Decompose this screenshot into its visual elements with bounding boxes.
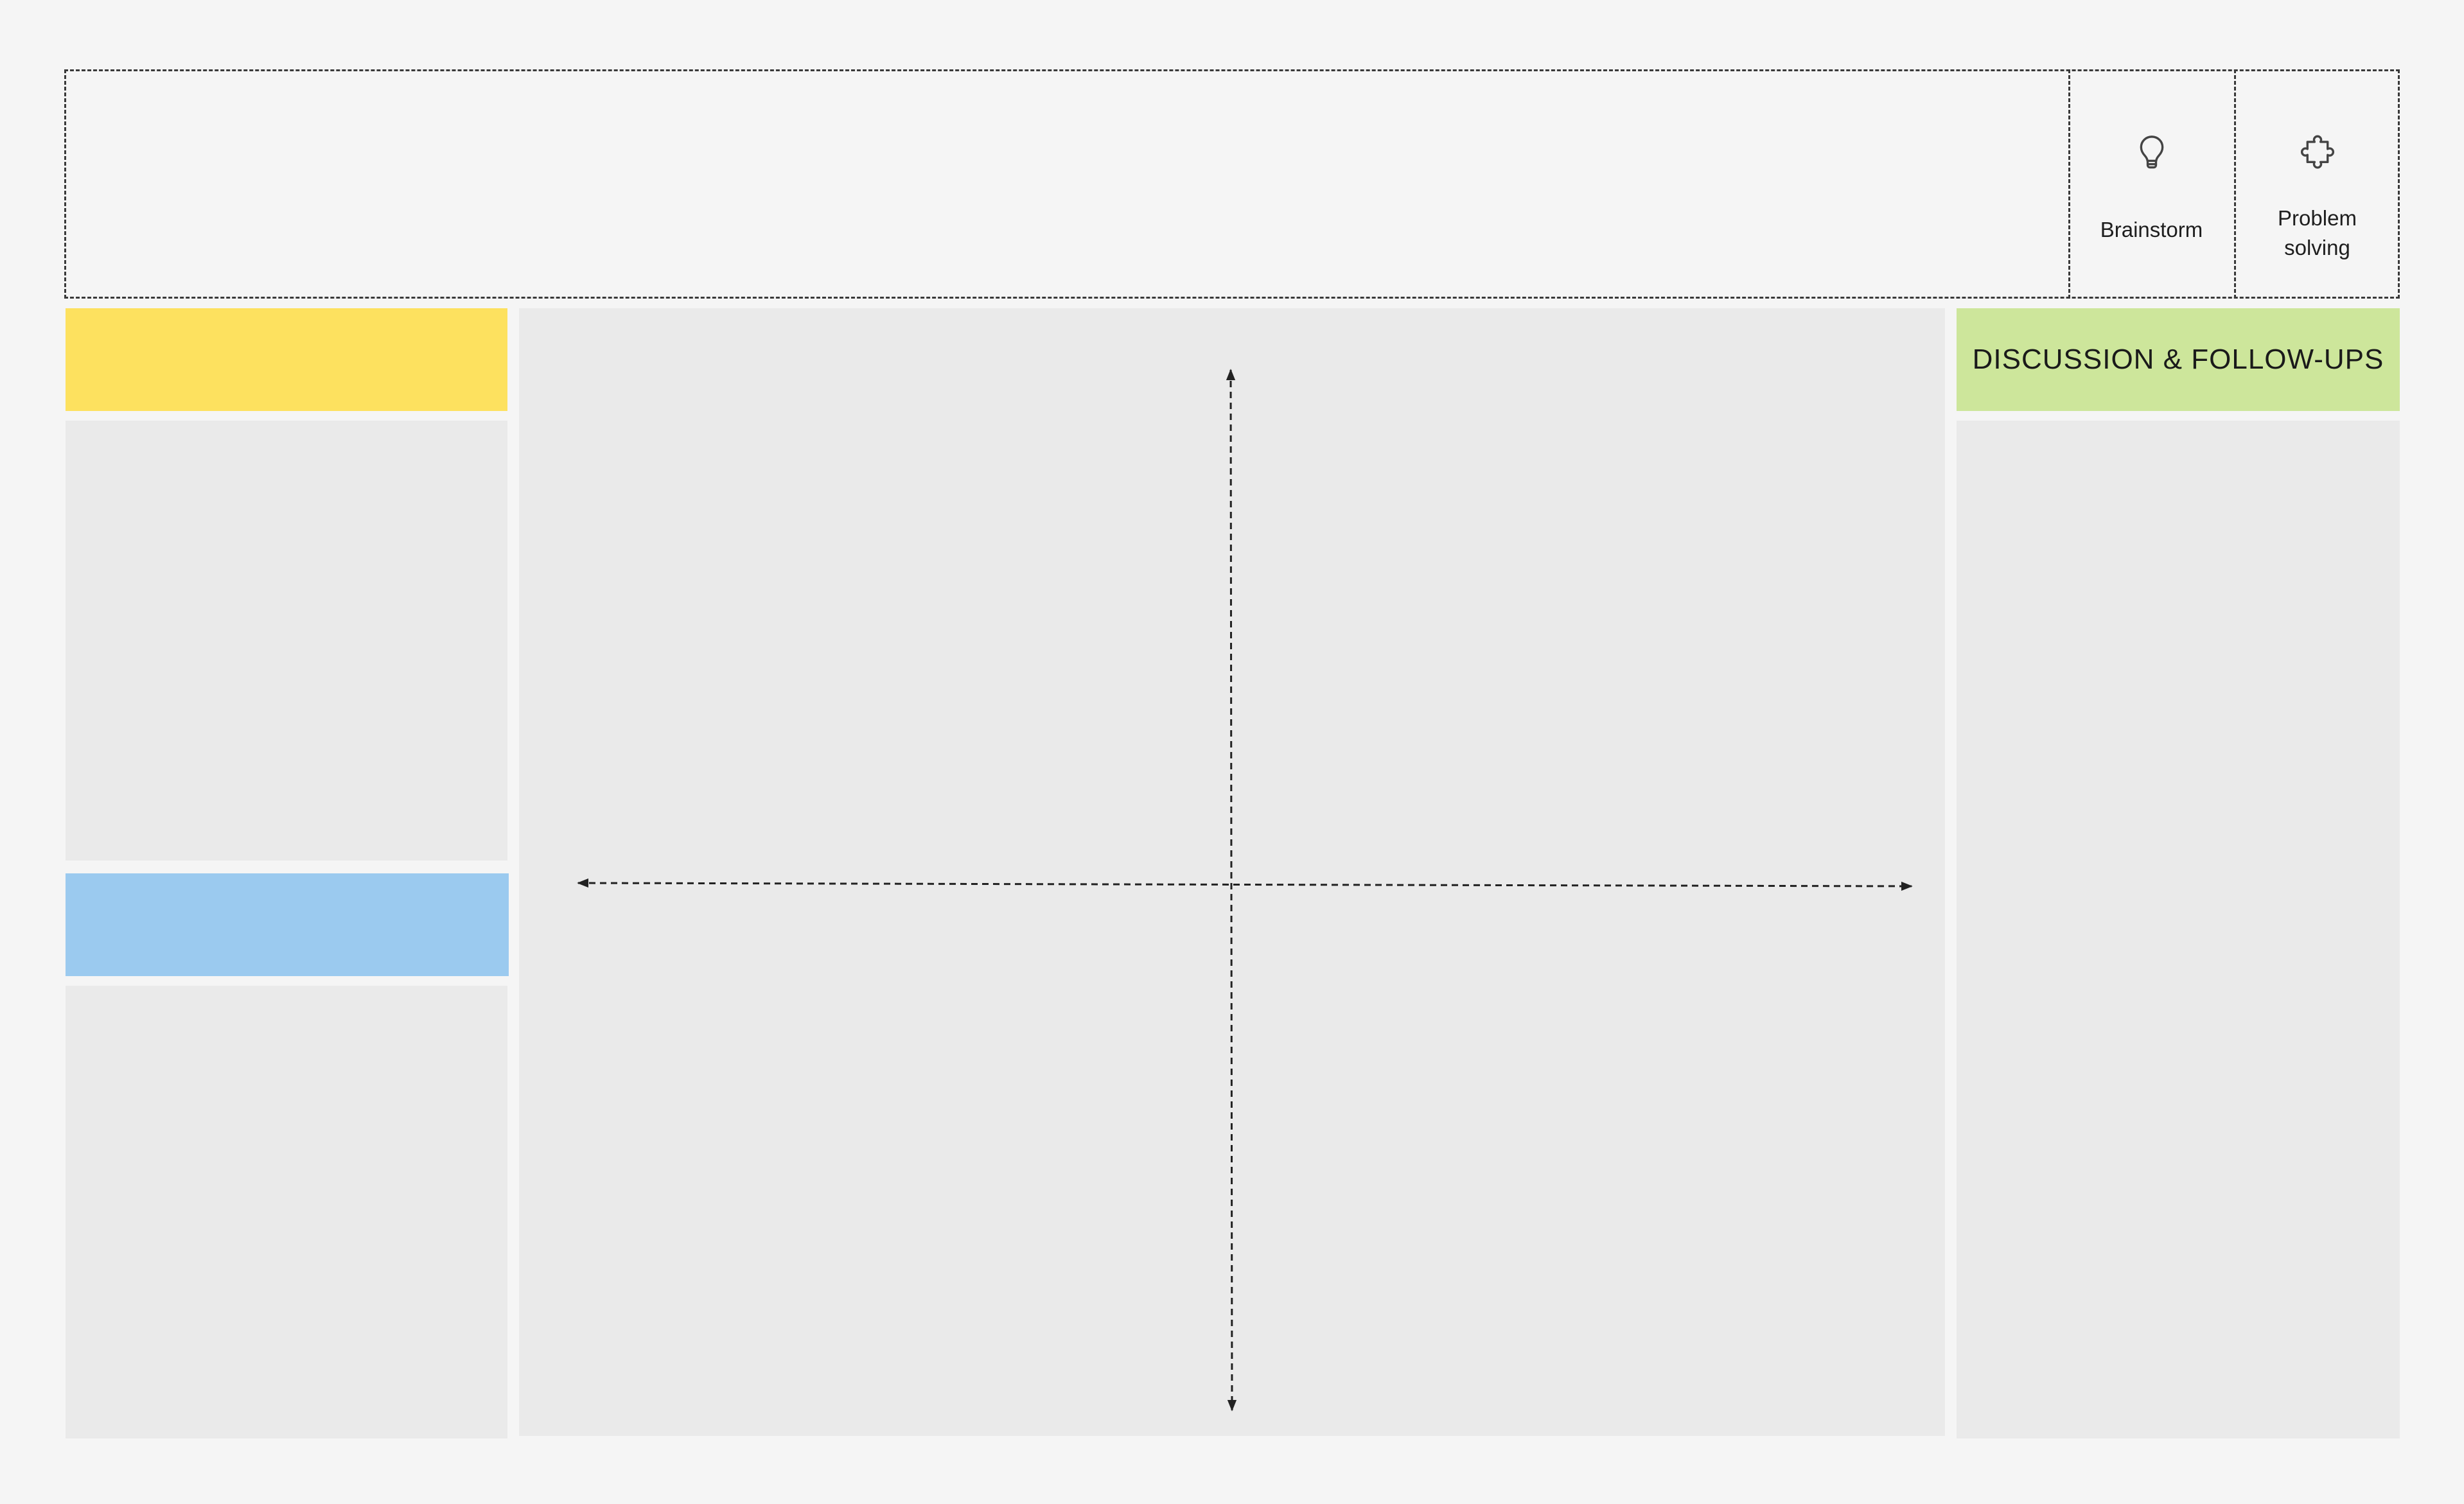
- puzzle-icon: [2300, 135, 2334, 169]
- horizontal-axis: [577, 878, 1913, 891]
- left-bottom-header[interactable]: [66, 873, 509, 976]
- right-header[interactable]: DISCUSSION & FOLLOW-UPS: [1957, 308, 2400, 411]
- lightbulb-icon: [2140, 136, 2163, 169]
- tag-label-problem-solving: Problem solving: [2278, 206, 2357, 259]
- tag-problem-solving[interactable]: Problem solving: [2234, 69, 2398, 299]
- tag-brainstorm[interactable]: Brainstorm: [2068, 69, 2233, 299]
- header-frame: [64, 69, 2400, 299]
- right-header-label: DISCUSSION & FOLLOW-UPS: [1972, 344, 2384, 375]
- right-area[interactable]: [1957, 421, 2400, 1438]
- tag-label-brainstorm: Brainstorm: [2100, 218, 2203, 241]
- left-top-header[interactable]: [66, 308, 507, 411]
- left-top-area[interactable]: [66, 421, 507, 861]
- vertical-axis: [1226, 369, 1237, 1412]
- quadrant-axes: [577, 369, 1913, 1412]
- header-title[interactable]: [90, 90, 2017, 270]
- left-bottom-area[interactable]: [66, 986, 507, 1438]
